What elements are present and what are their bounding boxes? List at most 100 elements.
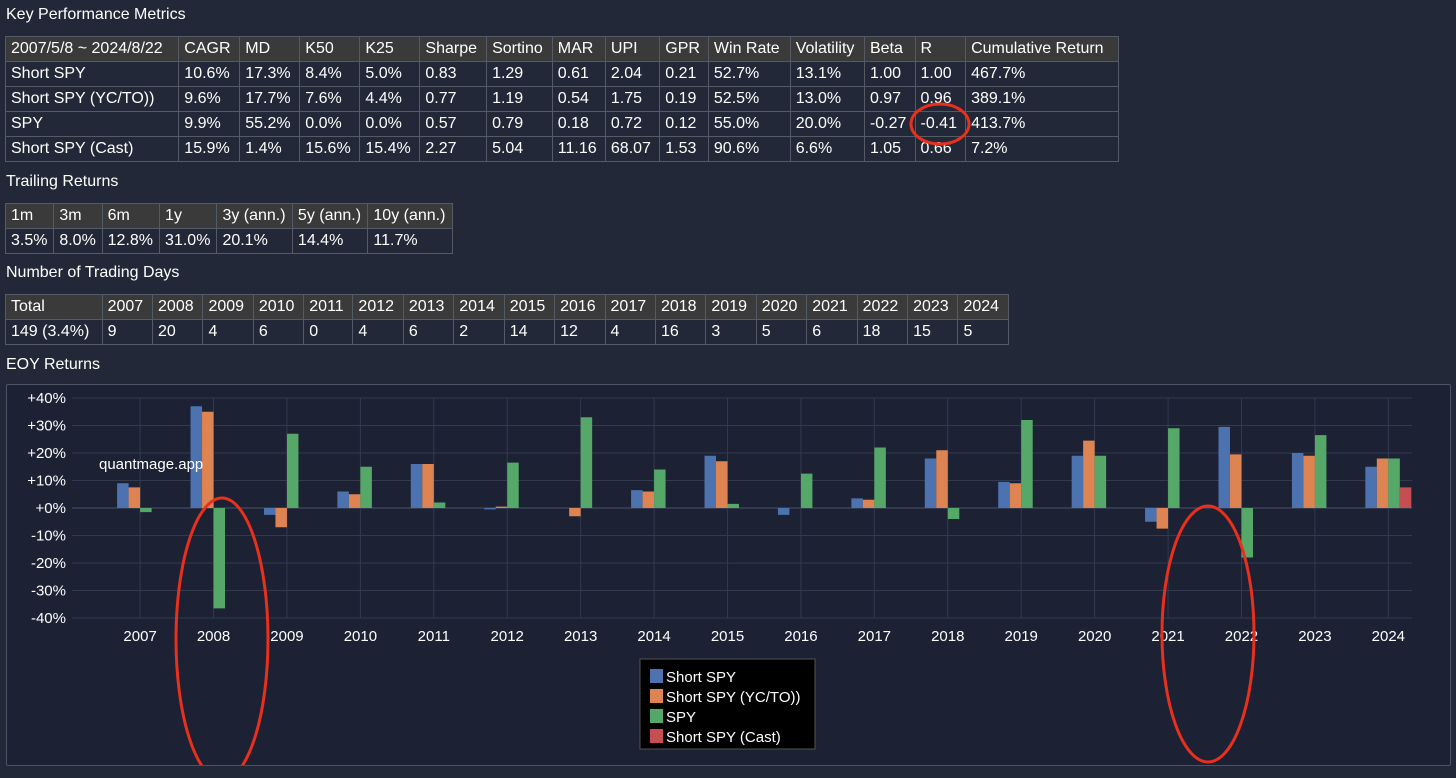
bar-short-spy-yc-to <box>1376 458 1389 508</box>
trailing-row: 3.5% 8.0% 12.8% 31.0% 20.1% 14.4% 11.7% <box>4 228 453 254</box>
bar-short-spy <box>410 464 423 508</box>
kpm-cell: 389.1% <box>965 86 1119 112</box>
eoy-returns-chart-panel: +40% +30% +20% +10% +0% -10% -20% -30% -40% 2007 2… <box>6 384 1451 778</box>
bar-spy <box>433 502 446 508</box>
kpm-cell: 0.61 <box>551 61 606 87</box>
bar-short-spy <box>851 498 863 508</box>
x-tick-label: 2016 <box>784 628 817 645</box>
bar-short-spy <box>263 508 276 515</box>
kpm-header-row: 2007/5/8 ~ 2024/8/22 CAGR MD K50 K25 Sharpe So… <box>4 36 1119 62</box>
bar-short-spy <box>1071 455 1084 508</box>
x-tick-label: 2010 <box>344 628 377 645</box>
kpm-header-cell: GPR <box>659 36 709 62</box>
trailing-header-cell: 1m <box>4 203 55 229</box>
kpm-cell: SPY <box>4 111 180 137</box>
x-tick-label: 2011 <box>418 628 450 645</box>
bar-spy <box>727 503 740 508</box>
trading_days-header-cell: 2022 <box>856 294 909 320</box>
trading_days-header-cell: 2024 <box>957 294 1009 320</box>
trading_days-cell: 4 <box>202 319 254 345</box>
trading_days-header-cell: 2021 <box>806 294 858 320</box>
trailing-returns-table: 1m 3m 6m 1y 3y (ann.) 5y (ann.) 10y (ann.) 3.5%… <box>4 203 453 254</box>
kpm-cell: 0.96 <box>914 86 967 112</box>
kpm-cell: 0.12 <box>659 111 709 137</box>
bar-short-spy <box>117 483 129 508</box>
trailing-header-cell: 1y <box>159 203 218 229</box>
y-tick-label: +20% <box>27 445 66 462</box>
kpm-cell: 4.4% <box>359 86 421 112</box>
trading-days-table: Total 2007 2008 2009 2010 2011 2012 2013 2014 201… <box>5 294 1009 345</box>
kpm-cell: 1.75 <box>604 86 661 112</box>
bar-spy <box>947 508 960 519</box>
trading_days-cell: 6 <box>402 319 455 345</box>
trailing-header-cell: 10y (ann.) <box>367 203 453 229</box>
kpm-header-cell: Sharpe <box>419 36 488 62</box>
trading_days-cell: 4 <box>352 319 404 345</box>
kpm-cell: 10.6% <box>178 61 241 87</box>
kpm-cell: 0.18 <box>551 111 606 137</box>
y-tick-label: -40% <box>31 610 66 627</box>
kpm-header-cell: Beta <box>863 36 916 62</box>
kpm-header-cell: Sortino <box>486 36 553 62</box>
x-tick-label: 2017 <box>858 628 891 645</box>
x-tick-label: 2024 <box>1372 628 1405 645</box>
trading_days-cell: 6 <box>252 319 305 345</box>
legend-box <box>639 658 816 750</box>
kpm-cell: 0.0% <box>299 111 361 137</box>
bar-short-spy <box>190 406 203 508</box>
kpm-cell: 68.07 <box>604 136 661 162</box>
trading_days-header-cell: 2014 <box>453 294 505 320</box>
x-tick-label: 2013 <box>564 628 597 645</box>
bar-spy <box>140 508 152 513</box>
kpm-header-cell: Volatility <box>789 36 865 62</box>
kpm-header-cell: Cumulative Return <box>965 36 1119 62</box>
kpm-row: SPY 9.9% 55.2% 0.0% 0.0% 0.57 0.79 0.18 0.72 0.12… <box>4 111 1119 137</box>
bar-spy <box>213 508 226 609</box>
trading_days-cell: 16 <box>654 319 707 345</box>
kpm-cell: 15.9% <box>178 136 241 162</box>
trading_days-cell: 14 <box>503 319 556 345</box>
kpm-header-cell: Win Rate <box>707 36 791 62</box>
kpm-cell: 413.7% <box>965 111 1119 137</box>
key-performance-metrics-table: 2007/5/8 ~ 2024/8/22 CAGR MD K50 K25 Sharpe So… <box>4 36 1119 162</box>
eoy-returns-chart: +40% +30% +20% +10% +0% -10% -20% -30% -40% 2007 2… <box>27 390 1412 778</box>
trading_days-header-cell: 2013 <box>402 294 455 320</box>
chart-legend: Short SPY Short SPY (YC/TO)) SPY Short SPY … <box>639 658 816 750</box>
kpm-cell: -0.41 <box>914 111 967 137</box>
trailing-header-cell: 6m <box>101 203 161 229</box>
kpm-cell: 15.6% <box>299 136 361 162</box>
kpm-cell: 0.83 <box>419 61 488 87</box>
trading_days-row: 149 (3.4%) 9 20 4 6 0 4 6 2 14 12 4 16 3 5 6 18 15 5 <box>5 319 1009 345</box>
bar-short-spy-yc-to <box>569 508 581 517</box>
bar-spy <box>1021 420 1033 508</box>
trading_days-cell: 0 <box>303 319 354 345</box>
x-tick-label: 2023 <box>1298 628 1331 645</box>
kpm-cell: 1.00 <box>914 61 967 87</box>
kpm-cell: 20.0% <box>789 111 865 137</box>
trading_days-header-cell: 2011 <box>303 294 354 320</box>
legend-swatch <box>650 669 663 683</box>
kpm-cell: 0.19 <box>659 86 709 112</box>
trailing-cell: 11.7% <box>367 228 453 254</box>
bar-short-spy <box>998 481 1010 508</box>
kpm-row: Short SPY (YC/TO)) 9.6% 17.7% 7.6% 4.4% 0.77 1… <box>4 86 1119 112</box>
bar-short-spy <box>1145 508 1157 522</box>
bar-short-spy-yc-to <box>1156 508 1169 529</box>
bar-short-spy <box>337 491 349 508</box>
trailing-cell: 12.8% <box>101 228 161 254</box>
bar-short-spy <box>1218 426 1230 508</box>
bar-short-spy-yc-to <box>642 491 655 508</box>
kpm-cell: 55.2% <box>239 111 301 137</box>
bar-short-spy-cast <box>1399 487 1412 508</box>
x-tick-label: 2008 <box>197 628 230 645</box>
bar-short-spy-yc-to <box>1303 455 1315 508</box>
x-tick-label: 2022 <box>1225 628 1258 645</box>
trailing-header-cell: 3y (ann.) <box>216 203 293 229</box>
kpm-cell: 1.53 <box>659 136 709 162</box>
kpm-cell: 2.27 <box>419 136 488 162</box>
kpm-cell: 55.0% <box>707 111 791 137</box>
bar-spy <box>1241 508 1253 558</box>
kpm-header-cell: 2007/5/8 ~ 2024/8/22 <box>4 36 180 62</box>
trading_days-header-cell: 2017 <box>604 294 656 320</box>
trailing-cell: 8.0% <box>53 228 103 254</box>
